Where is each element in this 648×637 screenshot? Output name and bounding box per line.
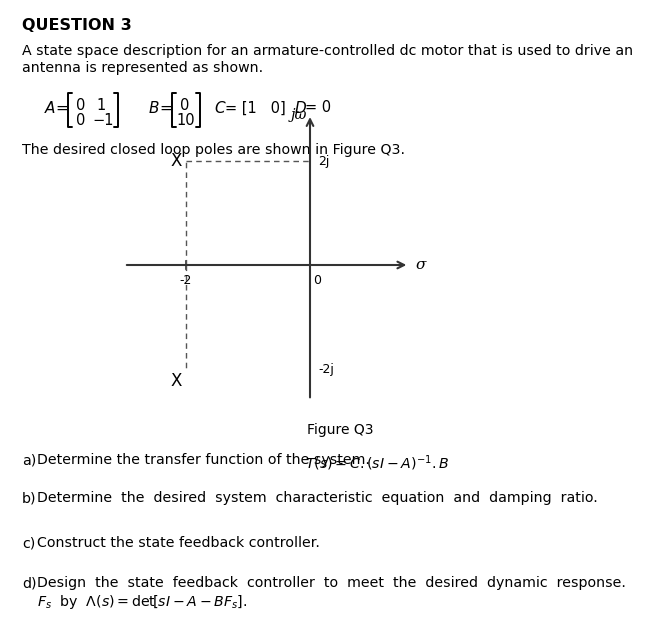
Text: $A$: $A$ [44,100,56,116]
Text: $F_s$  by  $\Lambda(s) = \mathrm{det}\!\left[sI - A - BF_s\right].$: $F_s$ by $\Lambda(s) = \mathrm{det}\!\le… [37,594,248,612]
Text: 0: 0 [180,98,189,113]
Text: QUESTION 3: QUESTION 3 [22,18,132,33]
Text: jω: jω [290,108,307,122]
Text: Determine  the  desired  system  characteristic  equation  and  damping  ratio.: Determine the desired system characteris… [37,491,597,505]
Text: 10: 10 [176,113,194,128]
Text: b): b) [22,491,36,505]
Text: $D$: $D$ [294,100,307,116]
Text: −1: −1 [92,113,113,128]
Text: $C$: $C$ [214,100,227,116]
Text: 0: 0 [76,113,86,128]
Text: c): c) [22,536,35,550]
Text: antenna is represented as shown.: antenna is represented as shown. [22,61,263,75]
Text: Construct the state feedback controller.: Construct the state feedback controller. [37,536,320,550]
Text: The desired closed loop poles are shown in Figure Q3.: The desired closed loop poles are shown … [22,143,405,157]
Text: A state space description for an armature-controlled dc motor that is used to dr: A state space description for an armatur… [22,44,633,58]
Text: d): d) [22,576,36,590]
Text: 1: 1 [96,98,105,113]
Text: = 0: = 0 [305,101,331,115]
Text: σ: σ [415,258,426,272]
Text: =: = [55,101,68,115]
Text: a): a) [22,454,36,468]
Text: 0: 0 [76,98,86,113]
Text: 2j: 2j [318,155,329,168]
Text: -2j: -2j [318,362,334,375]
Text: X: X [170,372,182,390]
Text: Design  the  state  feedback  controller  to  meet  the  desired  dynamic  respo: Design the state feedback controller to … [37,576,626,590]
Text: -2: -2 [179,274,192,287]
Text: = [1   0]: = [1 0] [225,101,286,115]
Text: $B$: $B$ [148,100,159,116]
Text: Determine the transfer function of the system.: Determine the transfer function of the s… [37,454,375,468]
Text: 0: 0 [313,274,321,287]
Text: =: = [159,101,172,115]
Text: X: X [170,152,182,170]
Text: Figure Q3: Figure Q3 [307,424,373,438]
Text: $T(s) = C.(sI - A)^{-1}.B$: $T(s) = C.(sI - A)^{-1}.B$ [305,454,449,473]
